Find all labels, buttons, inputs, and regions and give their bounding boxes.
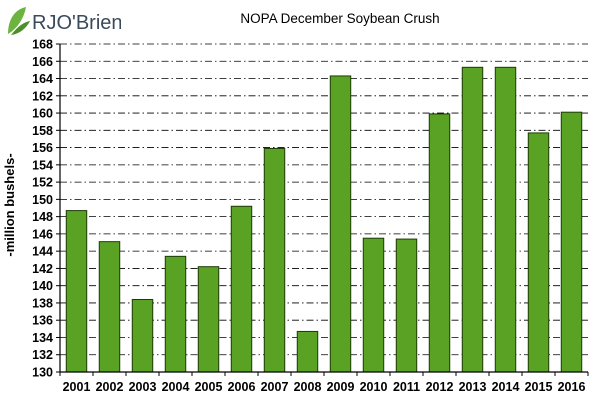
y-tick-label: 136 bbox=[32, 314, 53, 328]
y-tick-label: 168 bbox=[32, 38, 53, 52]
x-tick-label: 2003 bbox=[129, 380, 157, 394]
bar-2012 bbox=[428, 113, 451, 373]
x-tick-label: 2013 bbox=[459, 380, 487, 394]
bar-2006 bbox=[230, 205, 253, 373]
bar-2015 bbox=[527, 132, 550, 373]
x-tick-label: 2012 bbox=[426, 380, 454, 394]
y-tick-label: 166 bbox=[32, 55, 53, 69]
rjo-leaf-icon bbox=[8, 7, 30, 35]
y-tick-label: 140 bbox=[32, 279, 53, 293]
y-tick-label: 160 bbox=[32, 107, 53, 121]
y-tick-label: 150 bbox=[32, 193, 53, 207]
rjo-brien-logo: RJO'Brien bbox=[8, 7, 121, 35]
bar-2008 bbox=[296, 330, 319, 373]
x-tick-label: 2016 bbox=[558, 380, 586, 394]
y-tick-label: 158 bbox=[32, 124, 53, 138]
x-tick-label: 2010 bbox=[360, 380, 388, 394]
x-tick-label: 2014 bbox=[492, 380, 520, 394]
x-tick-label: 2006 bbox=[228, 380, 256, 394]
bar-2009 bbox=[329, 75, 352, 373]
x-tick-label: 2015 bbox=[525, 380, 553, 394]
y-tick-label: 164 bbox=[32, 72, 53, 86]
y-tick-label: 138 bbox=[32, 296, 53, 310]
bar-2016 bbox=[560, 111, 583, 373]
x-tick-labels: 2001 2002 2003 2004 2005 2006 2007 2008 2009 2010… bbox=[63, 380, 586, 394]
x-tick-label: 2004 bbox=[162, 380, 190, 394]
y-tick-label: 130 bbox=[32, 366, 53, 380]
y-tick-label: 148 bbox=[32, 210, 53, 224]
x-tick-label: 2008 bbox=[294, 380, 322, 394]
y-tick-label: 146 bbox=[32, 227, 53, 241]
y-tick-label: 162 bbox=[32, 89, 53, 103]
bar-2005 bbox=[197, 266, 220, 373]
y-tick-label: 132 bbox=[32, 348, 53, 362]
x-tick-label: 2011 bbox=[393, 380, 420, 394]
x-tick-label: 2009 bbox=[327, 380, 355, 394]
bar-2011 bbox=[395, 238, 418, 373]
bars bbox=[65, 66, 583, 373]
chart-title: NOPA December Soybean Crush bbox=[240, 11, 440, 26]
x-tick-label: 2005 bbox=[195, 380, 223, 394]
x-tick-label: 2001 bbox=[63, 380, 91, 394]
bar-2002 bbox=[98, 241, 121, 373]
y-tick-label: 134 bbox=[32, 331, 53, 345]
bar-2013 bbox=[461, 66, 484, 373]
y-tick-label: 152 bbox=[32, 176, 53, 190]
bar-2010 bbox=[362, 237, 385, 373]
y-axis-label: -million bushels- bbox=[2, 153, 17, 256]
y-tick-labels: 130 132 134 136 138 140 142 144 146 148 150 152 154 1… bbox=[32, 38, 53, 380]
bar-2014 bbox=[494, 66, 517, 373]
x-tick-label: 2007 bbox=[261, 380, 289, 394]
bar-2004 bbox=[164, 255, 187, 373]
y-tick-label: 156 bbox=[32, 141, 53, 155]
y-tick-label: 144 bbox=[32, 245, 53, 259]
axes bbox=[56, 43, 589, 376]
bar-2001 bbox=[65, 210, 88, 373]
x-tick-label: 2002 bbox=[96, 380, 124, 394]
y-tick-label: 154 bbox=[32, 158, 53, 172]
bar-2003 bbox=[131, 298, 154, 373]
y-tick-label: 142 bbox=[32, 262, 53, 276]
bar-2007 bbox=[263, 147, 286, 373]
logo-text: RJO'Brien bbox=[32, 12, 121, 34]
